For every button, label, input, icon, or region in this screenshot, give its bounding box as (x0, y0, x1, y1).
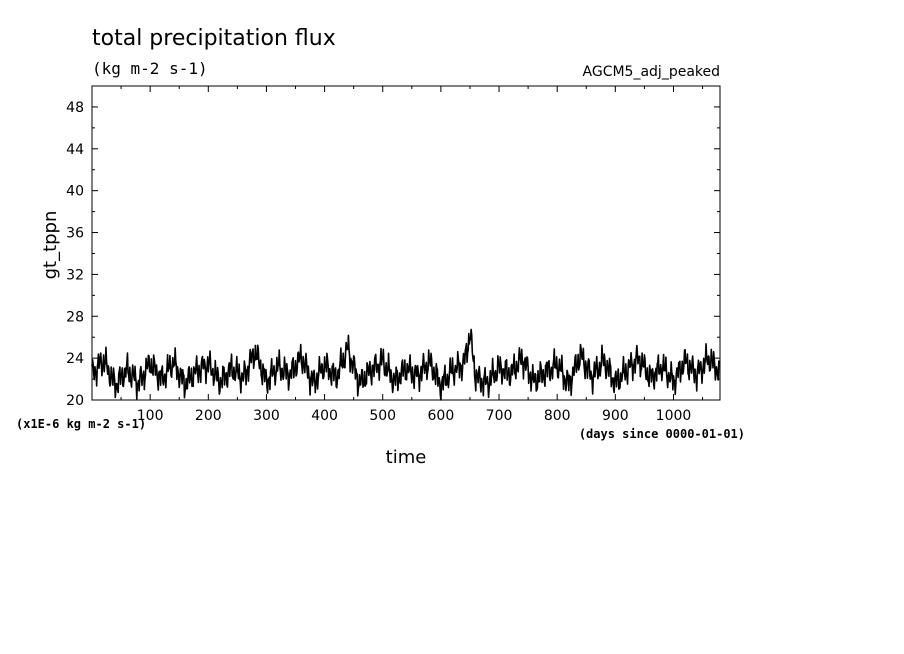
y-scale-note: (x1E-6 kg m-2 s-1) (16, 417, 146, 431)
x-tick-label: 300 (253, 408, 280, 424)
x-tick-label: 800 (544, 408, 571, 424)
y-tick-label: 44 (66, 142, 84, 158)
x-axis-label: time (386, 447, 427, 468)
y-tick-label: 36 (66, 226, 84, 242)
y-axis-label: gt_tppn (40, 211, 61, 280)
y-tick-label: 28 (66, 309, 84, 325)
x-tick-label: 100 (137, 408, 164, 424)
x-units-note: (days since 0000-01-01) (579, 427, 745, 441)
series-line (91, 328, 721, 401)
plot-frame (91, 85, 721, 401)
x-tick-label: 700 (486, 408, 513, 424)
x-tick-label: 900 (602, 408, 629, 424)
y-tick-label: 40 (66, 184, 84, 200)
y-tick-label: 20 (66, 393, 84, 409)
x-tick-label: 1000 (656, 408, 692, 424)
y-tick-label: 32 (66, 267, 84, 283)
x-tick-label: 400 (311, 408, 338, 424)
plot-area: 20 24 28 32 36 40 44 48 100 200 300 400 500 600 700 800… (66, 85, 721, 424)
chart-units: (kg m-2 s-1) (92, 59, 208, 78)
chart-title: total precipitation flux (92, 26, 336, 51)
y-tick-label: 24 (66, 351, 84, 367)
x-tick-label: 500 (369, 408, 396, 424)
experiment-name: AGCM5_adj_peaked (583, 64, 720, 80)
y-tick-label: 48 (66, 100, 84, 116)
x-tick-label: 200 (195, 408, 222, 424)
x-tick-label: 600 (428, 408, 455, 424)
